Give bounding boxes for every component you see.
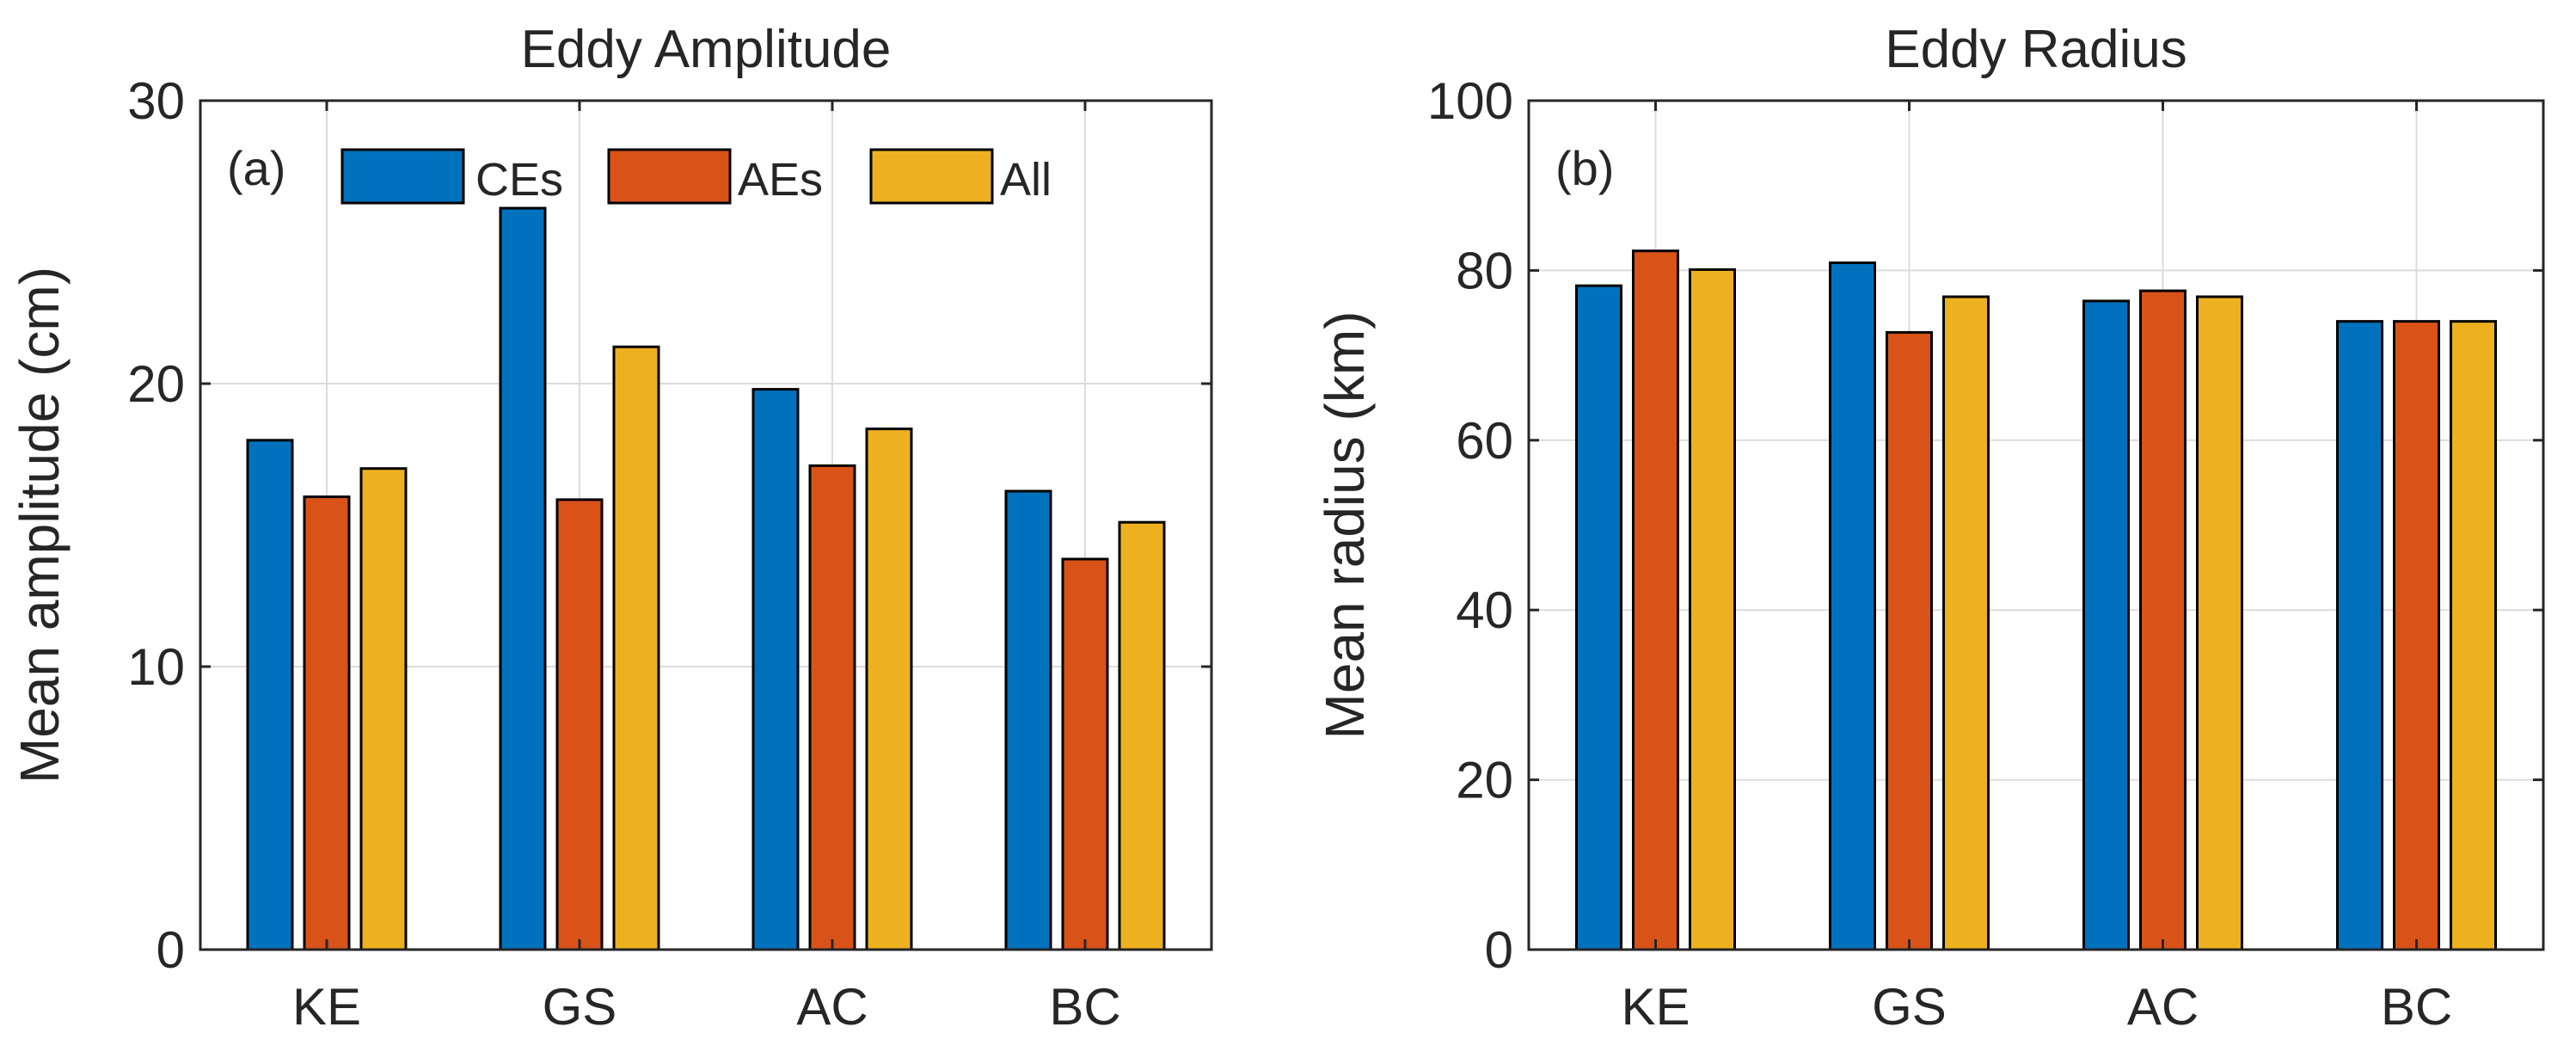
x-tick-label-bc: BC xyxy=(1049,978,1120,1036)
bar-all-ac xyxy=(865,427,913,951)
bar-aes-bc xyxy=(1061,557,1109,951)
y-tick-label: 30 xyxy=(127,72,185,130)
bar-aes-ac xyxy=(2139,289,2187,951)
axes-box xyxy=(1527,99,2545,951)
y-tick-label: 60 xyxy=(1456,412,1513,470)
x-tick-label-gs: GS xyxy=(1872,978,1947,1036)
bar-aes-ac xyxy=(808,464,856,951)
bar-ces-gs xyxy=(499,206,547,951)
bar-aes-ke xyxy=(303,495,351,951)
y-tick-label: 10 xyxy=(127,638,185,696)
legend-swatch-all xyxy=(869,148,994,205)
y-tick-label: 80 xyxy=(1456,242,1513,299)
bar-all-bc xyxy=(1118,520,1166,951)
bar-ces-ke xyxy=(1575,284,1622,951)
y-tick-label: 20 xyxy=(127,355,185,413)
bar-ces-ac xyxy=(751,388,800,951)
x-tick-label-ke: KE xyxy=(1621,978,1690,1036)
x-tick-label-ke: KE xyxy=(292,978,361,1036)
legend: CEs AEs All xyxy=(340,148,1052,206)
chart-title: Eddy Radius xyxy=(1885,20,2187,79)
bar-aes-ke xyxy=(1632,249,1679,951)
legend-label-all: All xyxy=(1000,154,1052,206)
bar-aes-gs xyxy=(1886,330,1933,951)
panel-label: (b) xyxy=(1555,141,1614,195)
x-tick-label-ac: AC xyxy=(796,978,868,1036)
legend-swatch-aes xyxy=(607,148,732,205)
axes-box xyxy=(199,99,1213,951)
bar-all-ac xyxy=(2196,295,2243,951)
x-tick-label-bc: BC xyxy=(2381,978,2452,1036)
legend-label-ces: CEs xyxy=(475,154,563,206)
bar-all-ke xyxy=(359,467,408,951)
x-tick-label-ac: AC xyxy=(2127,978,2199,1036)
y-axis-label: Mean amplitude (cm) xyxy=(9,267,71,784)
legend-swatch-ces xyxy=(340,148,465,205)
x-tick-label-gs: GS xyxy=(543,978,617,1036)
bar-all-ke xyxy=(1689,268,1736,951)
y-tick-label: 40 xyxy=(1456,581,1513,639)
bar-all-gs xyxy=(612,345,660,951)
panel-b: 0 20 40 60 80 100 KE GS AC BC Eddy Radius Mean radi… xyxy=(1314,20,2545,1036)
bar-all-bc xyxy=(2450,320,2497,951)
y-tick-label: 0 xyxy=(1485,921,1513,979)
bar-ces-bc xyxy=(2336,320,2383,951)
chart-title: Eddy Amplitude xyxy=(521,20,892,79)
legend-label-aes: AEs xyxy=(738,154,823,206)
y-tick-label: 0 xyxy=(156,921,185,979)
bar-ces-ke xyxy=(246,439,294,951)
bar-ces-gs xyxy=(1829,261,1876,951)
panel-a: 0 10 20 30 KE GS AC BC Eddy Amplitude Mean amplit… xyxy=(9,20,1213,1036)
y-axis-label: Mean radius (km) xyxy=(1314,311,1376,740)
bar-ces-ac xyxy=(2082,299,2130,951)
bar-aes-bc xyxy=(2393,320,2440,951)
bar-ces-bc xyxy=(1004,489,1052,951)
y-tick-label: 20 xyxy=(1456,752,1513,809)
bar-aes-gs xyxy=(555,498,604,951)
panel-label: (a) xyxy=(227,141,285,195)
y-tick-label: 100 xyxy=(1427,72,1513,130)
bar-all-gs xyxy=(1942,295,1990,951)
